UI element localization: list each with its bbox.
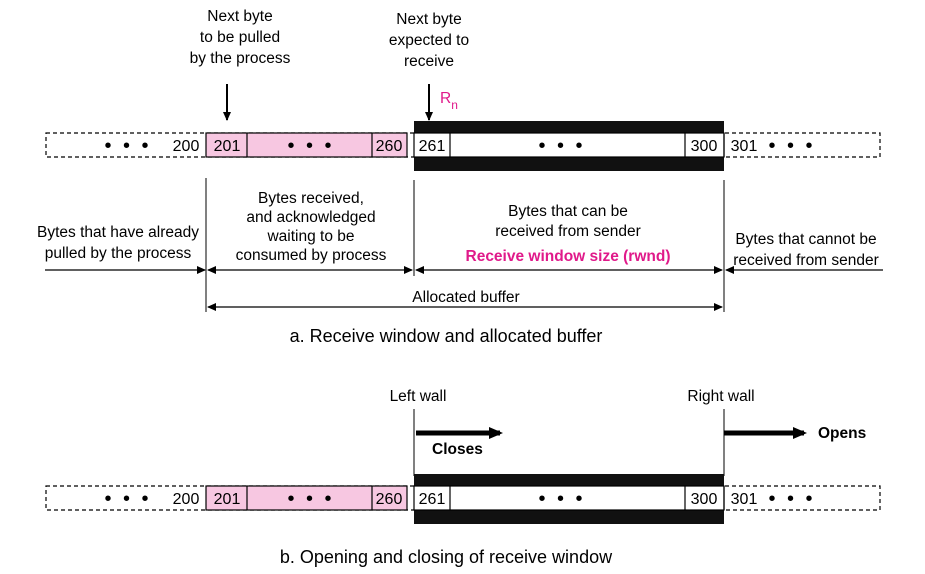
cell-ellipsis: • • • (538, 488, 585, 510)
left-wall-label: Left wall (390, 388, 447, 405)
label-line: by the process (190, 50, 291, 67)
rwnd-label: Receive window size (rwnd) (466, 248, 671, 265)
diagram-a: Next byte to be pulled by the process Ne… (37, 8, 883, 346)
cell-200: 200 (173, 138, 200, 155)
cell-301: 301 (731, 138, 758, 155)
label-line: Next byte (396, 11, 461, 28)
label-line: receive (404, 53, 454, 70)
label-line: received from sender (495, 223, 641, 240)
cell-ellipsis: • • • (768, 488, 815, 510)
already-pulled-label: Bytes that have already pulled by the pr… (37, 224, 199, 262)
caption-a: a. Receive window and allocated buffer (290, 326, 603, 346)
label-line: pulled by the process (45, 245, 192, 262)
label-line: Bytes received, (258, 190, 364, 207)
label-line: expected to (389, 32, 469, 49)
label-line: consumed by process (236, 247, 387, 264)
cell-ellipsis: • • • (538, 135, 585, 157)
cell-201: 201 (214, 138, 241, 155)
next-byte-expected-label: Next byte expected to receive (389, 11, 469, 70)
allocated-buffer-label: Allocated buffer (412, 289, 519, 306)
pink-buffer-region (205, 485, 408, 511)
cell-300: 300 (691, 491, 718, 508)
received-ack-label: Bytes received, and acknowledged waiting… (236, 190, 387, 264)
cell-201: 201 (214, 491, 241, 508)
label-line: and acknowledged (246, 209, 375, 226)
cell-ellipsis: • • • (104, 135, 151, 157)
cannot-be-received-label: Bytes that cannot be received from sende… (733, 231, 879, 269)
cell-300: 300 (691, 138, 718, 155)
cell-260: 260 (376, 138, 403, 155)
cell-261: 261 (419, 138, 446, 155)
label-line: waiting to be (266, 228, 354, 245)
cell-200: 200 (173, 491, 200, 508)
label-line: Bytes that cannot be (735, 231, 876, 248)
caption-b: b. Opening and closing of receive window (280, 547, 613, 567)
label-line: Bytes that can be (508, 203, 628, 220)
cell-260: 260 (376, 491, 403, 508)
can-be-received-label: Bytes that can be received from sender R… (466, 203, 671, 265)
byte-strip-b: • • • 200 201 • • • 260 261 • • • 300 30… (45, 474, 881, 524)
cell-301: 301 (731, 491, 758, 508)
label-line: to be pulled (200, 29, 280, 46)
right-wall-label: Right wall (687, 388, 754, 405)
pink-buffer-region (205, 132, 408, 158)
label-line: received from sender (733, 252, 879, 269)
byte-strip-a: • • • 200 201 • • • 260 261 • • • 300 30… (45, 121, 881, 171)
cell-261: 261 (419, 491, 446, 508)
cell-ellipsis: • • • (768, 135, 815, 157)
rn-label: Rn (440, 90, 458, 112)
diagram-b: Left wall Right wall Closes Opens • • • … (45, 388, 881, 567)
cell-ellipsis: • • • (104, 488, 151, 510)
next-byte-pulled-label: Next byte to be pulled by the process (190, 8, 291, 67)
cell-ellipsis: • • • (287, 488, 334, 510)
label-line: Next byte (207, 8, 272, 25)
label-line: Bytes that have already (37, 224, 199, 241)
closes-label: Closes (432, 441, 483, 458)
opens-label: Opens (818, 425, 866, 442)
cell-ellipsis: • • • (287, 135, 334, 157)
